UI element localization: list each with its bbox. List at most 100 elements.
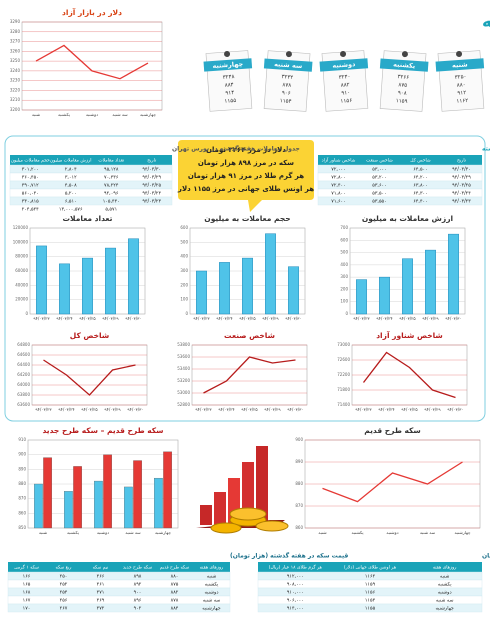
table-cell: ۳۰۱,۲۰۰ — [22, 167, 39, 173]
table-cell: ۷۲,۰۰۰ — [331, 167, 345, 173]
x-tick-label: ۹۴/۰۳/۳۰ — [447, 407, 463, 412]
y-tick-label: 71400 — [337, 402, 350, 407]
table-cell: ۹۴/۰۳/۲۹ — [452, 175, 471, 181]
chart-title: ارزش معاملات به میلیون — [362, 214, 453, 223]
table-cell: ۳۶۰,۴۵۰ — [22, 175, 39, 181]
table-cell: ۶,۵۱۰ — [65, 200, 77, 205]
callout-line: هر گرم طلا در مرز ۹۱ هزار تومان — [188, 171, 304, 180]
x-tick-label: ۹۴/۰۳/۲۹ — [102, 316, 119, 321]
plot-area — [21, 21, 163, 111]
table-cell: ۲۶۷ — [60, 606, 68, 612]
y-tick-label: 52800 — [177, 402, 190, 407]
x-tick-label: سه شنبه — [125, 530, 141, 535]
x-tick-label: ۹۴/۰۳/۲۳ — [353, 316, 370, 321]
chart-title: تعداد معاملات — [63, 214, 113, 223]
decor — [214, 492, 226, 525]
y-tick-label: 3260 — [10, 48, 21, 53]
bar — [163, 451, 172, 529]
x-tick-label: ۹۴/۰۳/۲۵ — [241, 407, 258, 412]
day-name: چهارشنبه — [212, 60, 244, 70]
y-tick-label: 53400 — [177, 366, 190, 371]
table-cell: ۱۶۷ — [23, 599, 31, 604]
y-tick-label: 72200 — [337, 372, 350, 377]
table-total: ۱۳,۰۰۰,۵۷۶ — [59, 207, 83, 213]
table-cell: ۴۶۱ — [97, 583, 105, 588]
data-line — [203, 356, 296, 394]
x-tick-label: ۹۴/۰۳/۲۴ — [58, 407, 74, 412]
y-tick-label: 860 — [295, 525, 303, 530]
table-header: سکه طرح جدید — [123, 565, 152, 571]
table-cell: ۱۱۵۵ — [365, 607, 376, 612]
chart-title: حجم معاملات به میلیون — [204, 214, 290, 223]
y-tick-label: 890 — [295, 459, 303, 464]
table-cell: ۸۷۵ — [171, 583, 179, 588]
chart-title: دلار در بازار آزاد — [62, 7, 122, 17]
chart-title: شاخص کل — [70, 331, 110, 340]
y-tick-label: 64000 — [17, 382, 30, 387]
table-cell: ۹۴/۰۳/۲۹ — [142, 175, 161, 181]
bar — [133, 460, 142, 529]
table-total: ۲۰۴,۵۲۴ — [22, 207, 39, 213]
table-cell: ۱۱۵۴ — [365, 599, 376, 604]
y-tick-label: 3200 — [10, 107, 21, 112]
day-value: ۳۲۴۰ — [339, 74, 351, 81]
y-tick-label: 3250 — [10, 58, 21, 63]
table-row-bg — [7, 595, 231, 605]
table-cell: دوشنبه — [438, 591, 452, 596]
table-cell: ۲۵۶ — [60, 598, 68, 604]
bar — [196, 270, 207, 315]
y-tick-label: 870 — [18, 496, 26, 501]
table-cell: ۹۰۶,۰۰۰ — [287, 599, 304, 604]
y-tick-label: 100 — [340, 299, 348, 304]
table-header: ارزش معاملات میلیون — [50, 159, 91, 164]
bar — [59, 263, 70, 315]
bar — [105, 247, 116, 315]
table-cell: ۱۶۶ — [23, 575, 31, 580]
y-tick-label: 700 — [340, 225, 348, 230]
y-tick-label: 300 — [340, 274, 348, 279]
y-tick-label: 64200 — [17, 372, 30, 377]
x-tick-label: ۹۴/۰۳/۳۰ — [445, 316, 461, 321]
y-tick-label: 600 — [180, 225, 188, 230]
table-cell: ۷۸,۲۲۴ — [104, 183, 119, 189]
table-cell: ۷۰,۴۳۶ — [104, 175, 119, 181]
day-name: شنبه — [452, 60, 468, 69]
card-band — [203, 58, 253, 72]
y-tick-label: 120000 — [13, 225, 29, 230]
bar — [73, 466, 82, 529]
x-tick-label: شنبه — [318, 530, 327, 535]
callout-box — [178, 140, 314, 212]
callout-line: هر اونس طلای جهانی در مرز ۱۱۵۵ دلار — [177, 185, 314, 193]
bar — [242, 257, 253, 315]
x-tick-label: ۹۴/۰۳/۲۳ — [195, 407, 212, 412]
y-tick-label: 73000 — [337, 342, 350, 347]
decor — [200, 505, 212, 525]
day-value: ۳۲۵۰ — [455, 74, 467, 81]
y-tick-label: 63600 — [17, 402, 30, 407]
y-tick-label: 870 — [295, 503, 303, 508]
table-cell: ۹۰۸,۰۰۰ — [287, 583, 304, 588]
bar — [43, 457, 52, 529]
y-tick-label: 900 — [295, 437, 303, 442]
x-tick-label: سه شنبه — [420, 530, 436, 535]
chart-title: شاخص صنعت — [224, 331, 275, 340]
table-title: جدول معاملات هفته گذشته در بورس تهران — [172, 145, 300, 153]
table-header: ربع سکه — [56, 565, 72, 571]
y-tick-label: 200 — [180, 282, 188, 287]
table-cell: ۸۹۸ — [134, 575, 142, 580]
table-header: هر گرم طلای ۱۸ عیار (ریال) — [269, 564, 323, 571]
page-title: بازارهای مالی در هفته گذشته — [482, 11, 490, 32]
table-cell: ۶۴,۵۰۰ — [413, 168, 427, 173]
bar — [265, 233, 276, 315]
pushpin — [456, 50, 463, 57]
y-tick-label: 64800 — [17, 342, 30, 347]
table-total: ۵,۵۷۱ — [105, 208, 117, 213]
table-cell: ۱۰۵,۴۴۰ — [103, 200, 120, 205]
x-tick-label: ۹۴/۰۳/۲۳ — [355, 407, 372, 412]
bar — [288, 266, 299, 315]
table-header: سکه ۱ گرمی — [14, 564, 39, 571]
table-header-bg — [8, 562, 230, 572]
y-tick-label: 60000 — [15, 268, 28, 273]
table-cell: ۶۳,۸۰۰ — [413, 183, 427, 189]
